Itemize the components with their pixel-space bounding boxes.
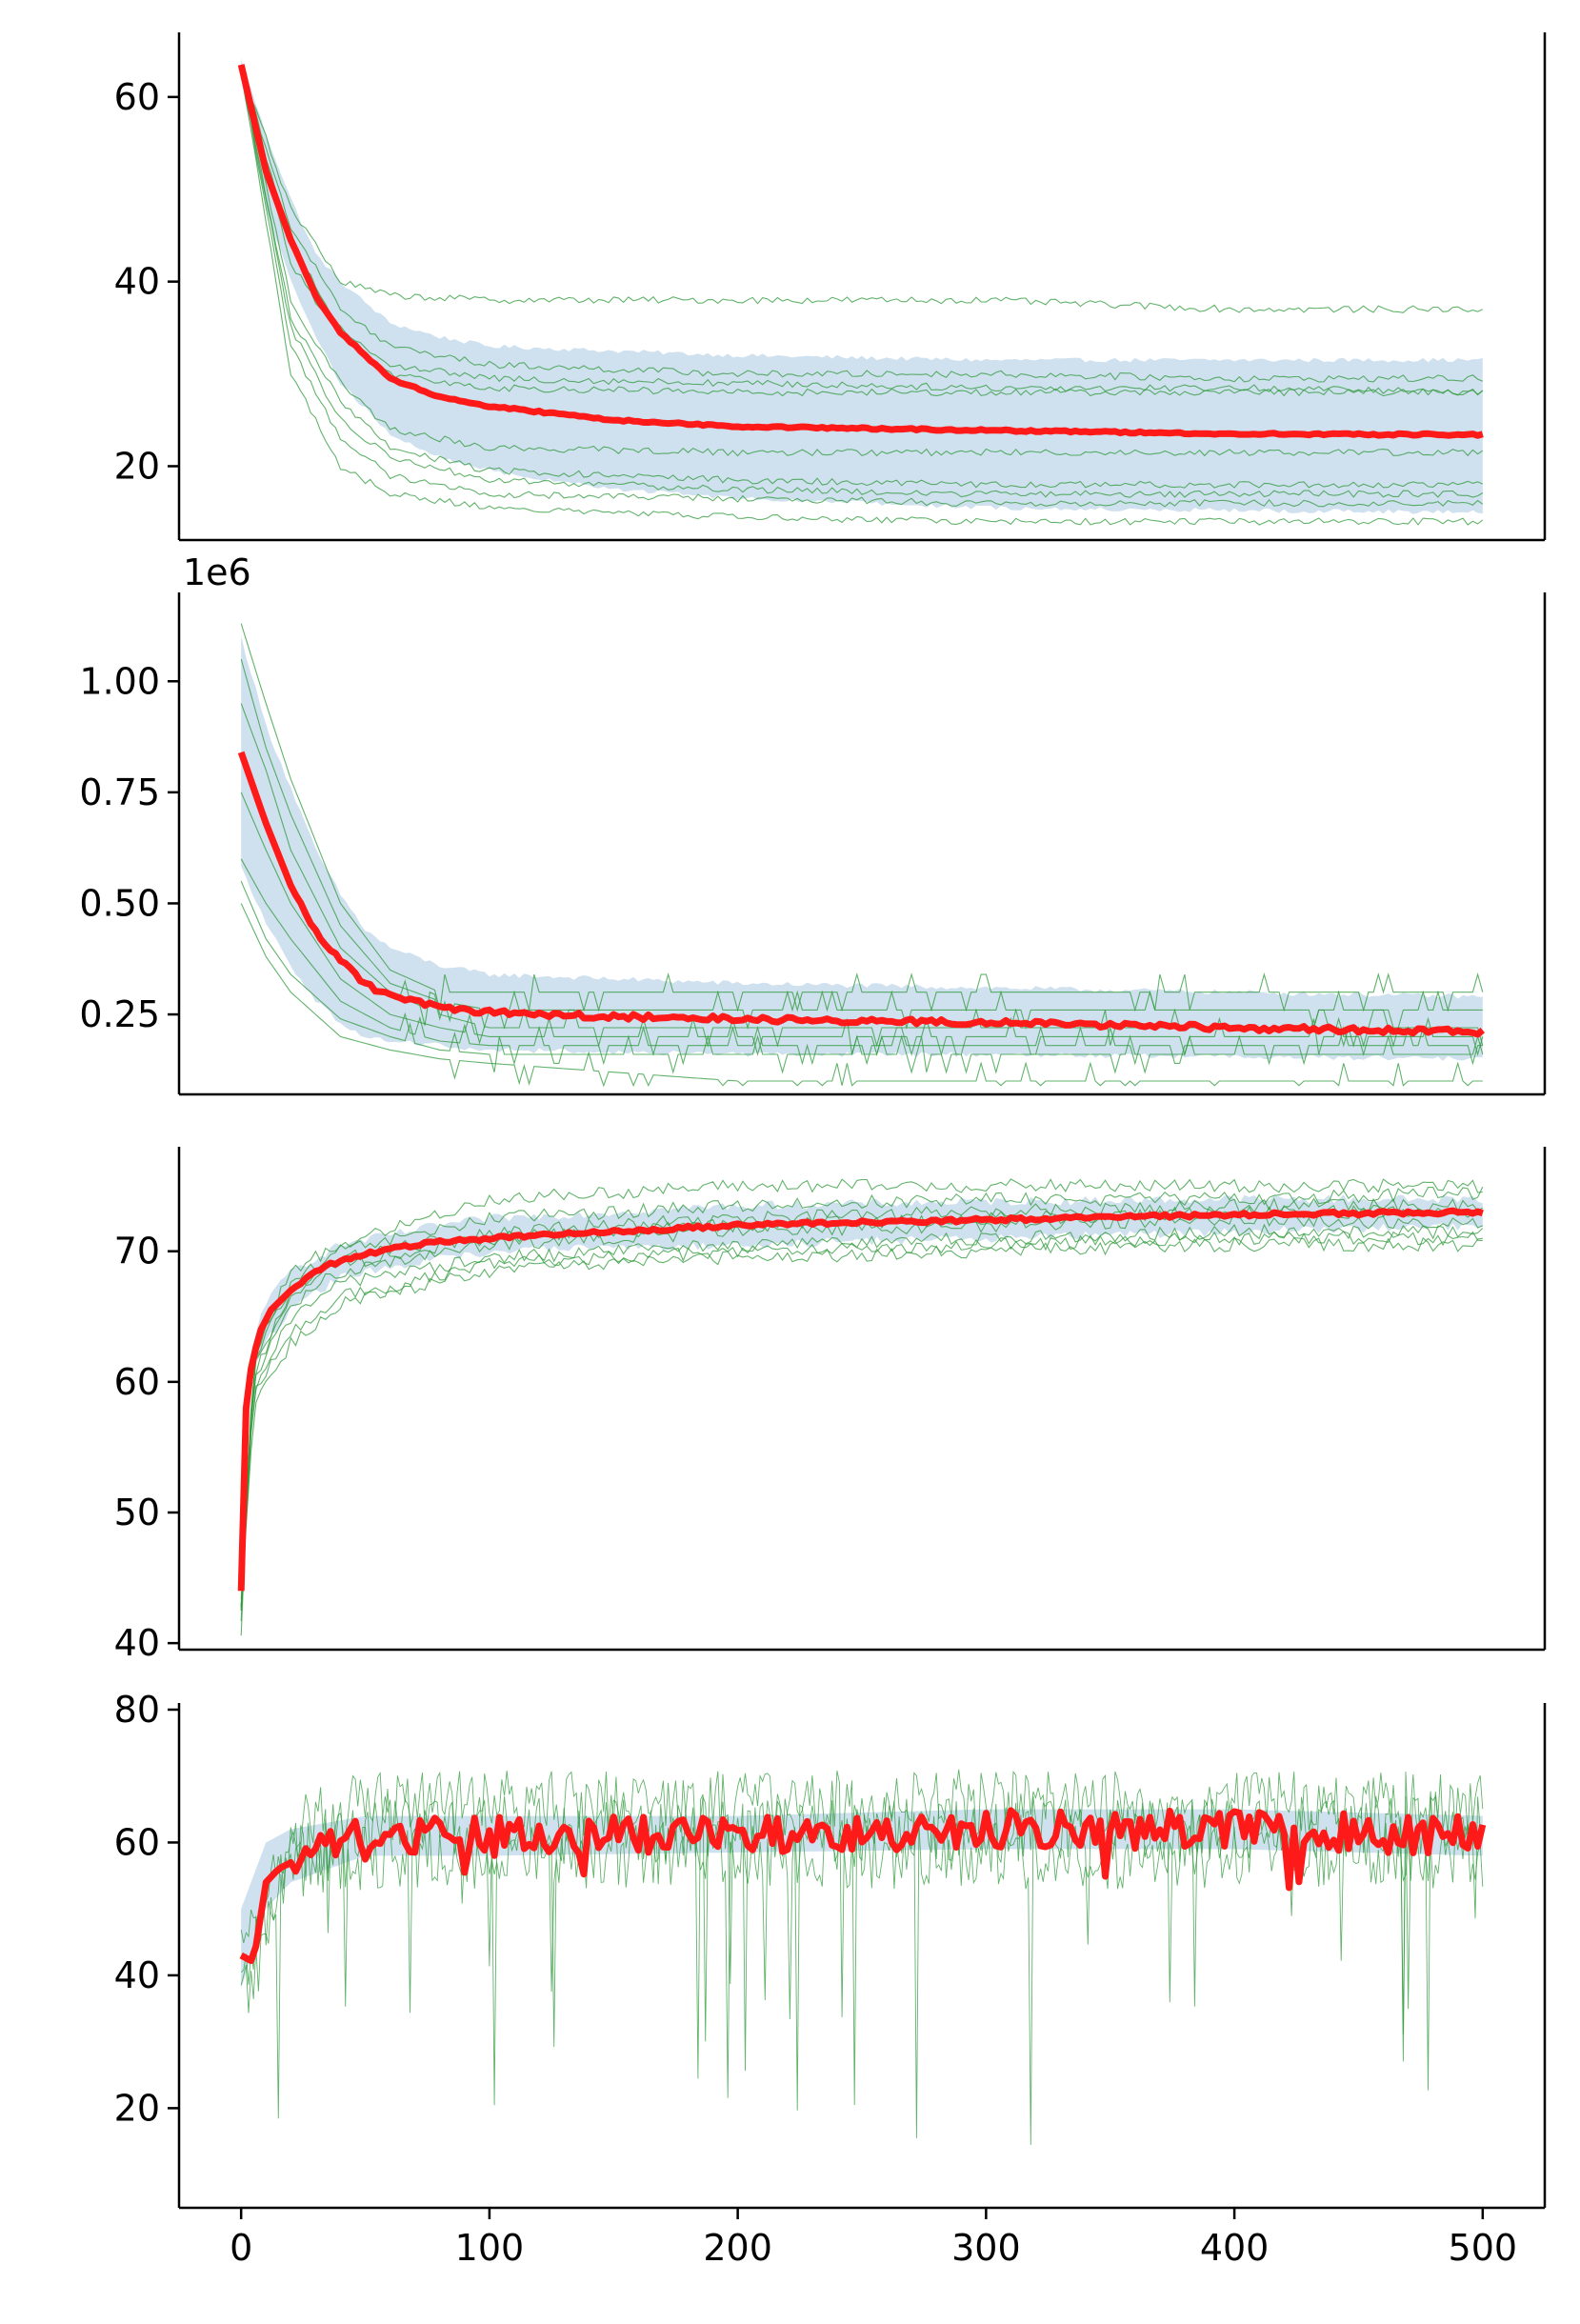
x-tick-label: 200 [703, 2227, 772, 2269]
x-tick-label: 300 [951, 2227, 1021, 2269]
run-line [240, 1197, 1484, 1612]
run-line [240, 1211, 1484, 1612]
chart-panel-4: 20 40 60 80 0 100 200 300 400 500 [114, 1689, 1547, 2269]
run-line [240, 1204, 1484, 1609]
run-line [240, 1236, 1483, 1607]
run-line [240, 658, 1483, 1031]
run-line [240, 880, 1484, 1074]
run-line [240, 70, 1484, 489]
run-line [240, 623, 1484, 1012]
std-band [241, 1194, 1483, 1607]
mean-line [239, 1807, 1487, 1965]
y-tick-label: 0.25 [79, 993, 160, 1035]
y-tick-label: 50 [114, 1492, 160, 1533]
y-tick-label: 40 [114, 1622, 160, 1664]
run-line [240, 903, 1483, 1088]
chart-panel-3: 40 50 60 70 [114, 1147, 1547, 1664]
chart-panel-1: 20 40 60 [114, 32, 1547, 542]
mean-line [237, 751, 1486, 1038]
y-tick-label: 0.75 [79, 771, 160, 813]
run-line [240, 70, 1484, 383]
run-line [240, 72, 1484, 526]
y-tick-label: 80 [114, 1689, 160, 1731]
y-tick-label: 40 [114, 261, 160, 303]
y-tick-label: 20 [114, 2087, 160, 2129]
y-offset-label: 1e6 [183, 551, 251, 593]
std-band [241, 59, 1483, 514]
mean-line [237, 1207, 1484, 1592]
run-line [240, 67, 1484, 313]
x-tick-label: 0 [230, 2227, 252, 2269]
run-line [240, 1231, 1483, 1600]
y-tick-label: 1.00 [79, 660, 160, 702]
y-tick-label: 70 [114, 1231, 160, 1272]
y-tick-label: 60 [114, 1361, 160, 1403]
run-line [240, 1821, 1484, 2145]
y-tick-label: 40 [114, 1954, 160, 1996]
run-line [240, 1178, 1483, 1636]
run-line [240, 70, 1484, 498]
run-line [240, 1186, 1484, 1622]
y-tick-label: 0.50 [79, 882, 160, 924]
chart-panel-2: 0.25 0.50 0.75 1.00 1e6 [79, 551, 1547, 1096]
std-band [241, 635, 1483, 1061]
run-line [240, 791, 1484, 1057]
y-tick-label: 20 [114, 445, 160, 487]
run-line [240, 70, 1484, 457]
x-tick-label: 100 [455, 2227, 525, 2269]
run-line [240, 70, 1484, 508]
run-line [240, 1794, 1484, 2138]
x-tick-label: 500 [1449, 2227, 1518, 2269]
y-tick-label: 60 [114, 1821, 160, 1863]
run-line [240, 68, 1484, 396]
x-tick-label: 400 [1200, 2227, 1270, 2269]
y-tick-label: 60 [114, 76, 160, 118]
mean-line [237, 64, 1484, 439]
run-line [240, 1223, 1484, 1606]
run-line [240, 69, 1484, 397]
run-line [240, 858, 1483, 1066]
